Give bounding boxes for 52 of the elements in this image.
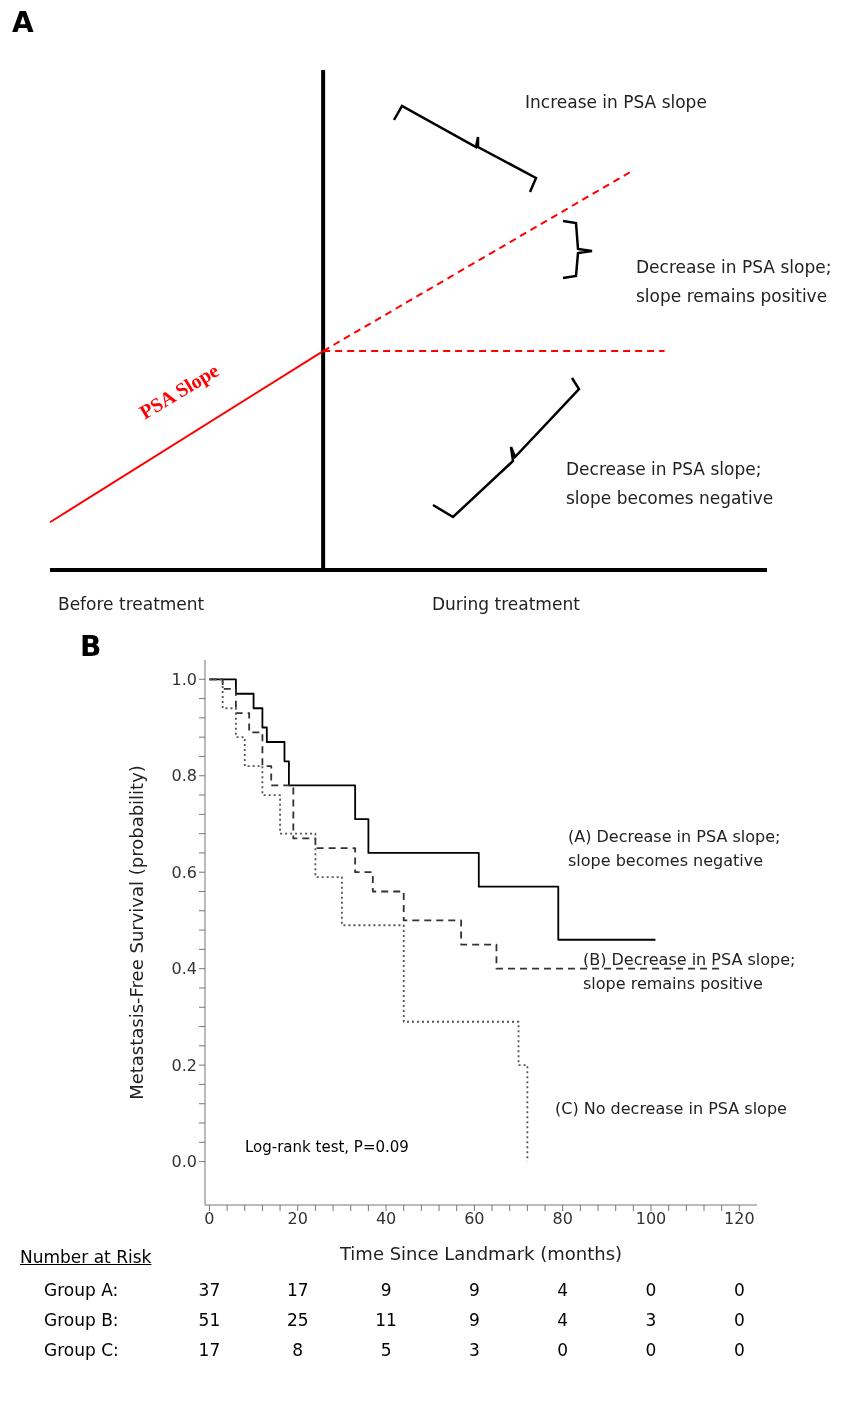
chart-title: B — [80, 630, 102, 663]
text: 3 — [644, 1310, 658, 1330]
text: 8 — [291, 1340, 305, 1360]
series-label: (A) Decrease in PSA slope; slope becomes negative — [568, 826, 781, 872]
x-axis-title: Time Since Landmark (months) — [338, 1243, 623, 1264]
y-tick-label: 0.8 — [171, 766, 197, 786]
x-tick-label: 100 — [635, 1209, 667, 1229]
text: 0 — [556, 1340, 570, 1360]
text: 51 — [197, 1310, 222, 1330]
text: 17 — [285, 1280, 310, 1300]
annotation: Decrease in PSA slope; slope becomes negative — [566, 458, 774, 510]
x-tick-label: 120 — [724, 1209, 755, 1229]
annotation: Log-rank test, P=0.09 — [245, 1138, 409, 1156]
text: Group A: — [44, 1280, 119, 1300]
text: 0 — [732, 1340, 746, 1360]
y-tick-label: 0.2 — [171, 1055, 197, 1075]
text: 0 — [732, 1310, 746, 1330]
text: 25 — [285, 1310, 310, 1330]
text: 0 — [732, 1280, 746, 1300]
series-label: (C) No decrease in PSA slope — [555, 1098, 787, 1120]
annotation: Decrease in PSA slope; slope remains positive — [636, 256, 832, 308]
text: 37 — [197, 1280, 222, 1300]
text: 17 — [197, 1340, 222, 1360]
y-axis-title: Metastasis-Free Survival (probability) — [126, 765, 148, 1100]
text: 9 — [467, 1310, 481, 1330]
text: 4 — [556, 1310, 570, 1330]
text: 9 — [379, 1280, 393, 1300]
text: Number at Risk — [20, 1247, 152, 1267]
text: 11 — [374, 1310, 398, 1330]
y-tick-label: 0.6 — [171, 862, 197, 882]
text: 4 — [556, 1280, 570, 1300]
series-label: (B) Decrease in PSA slope; slope remains positive — [583, 949, 796, 995]
text: 5 — [379, 1340, 393, 1360]
text: 0 — [644, 1280, 658, 1300]
y-tick-label: 0.0 — [171, 1152, 197, 1172]
chart-title: A — [12, 6, 34, 39]
text: Before treatment — [58, 593, 205, 616]
text: PSA Slope — [135, 358, 223, 425]
text: 3 — [467, 1340, 481, 1360]
text: Group B: — [44, 1310, 119, 1330]
y-tick-label: 0.4 — [171, 959, 197, 979]
text: 0 — [644, 1340, 658, 1360]
text: 9 — [467, 1280, 481, 1300]
y-tick-label: 1.0 — [171, 669, 197, 689]
text: During treatment — [432, 593, 580, 616]
text: Group C: — [44, 1340, 119, 1360]
x-tick-label: 80 — [552, 1209, 573, 1229]
x-tick-label: 40 — [375, 1209, 397, 1229]
x-tick-label: 60 — [464, 1209, 485, 1229]
x-tick-label: 20 — [287, 1209, 308, 1229]
text: Increase in PSA slope — [525, 91, 707, 114]
x-tick-label: 0 — [204, 1209, 215, 1229]
